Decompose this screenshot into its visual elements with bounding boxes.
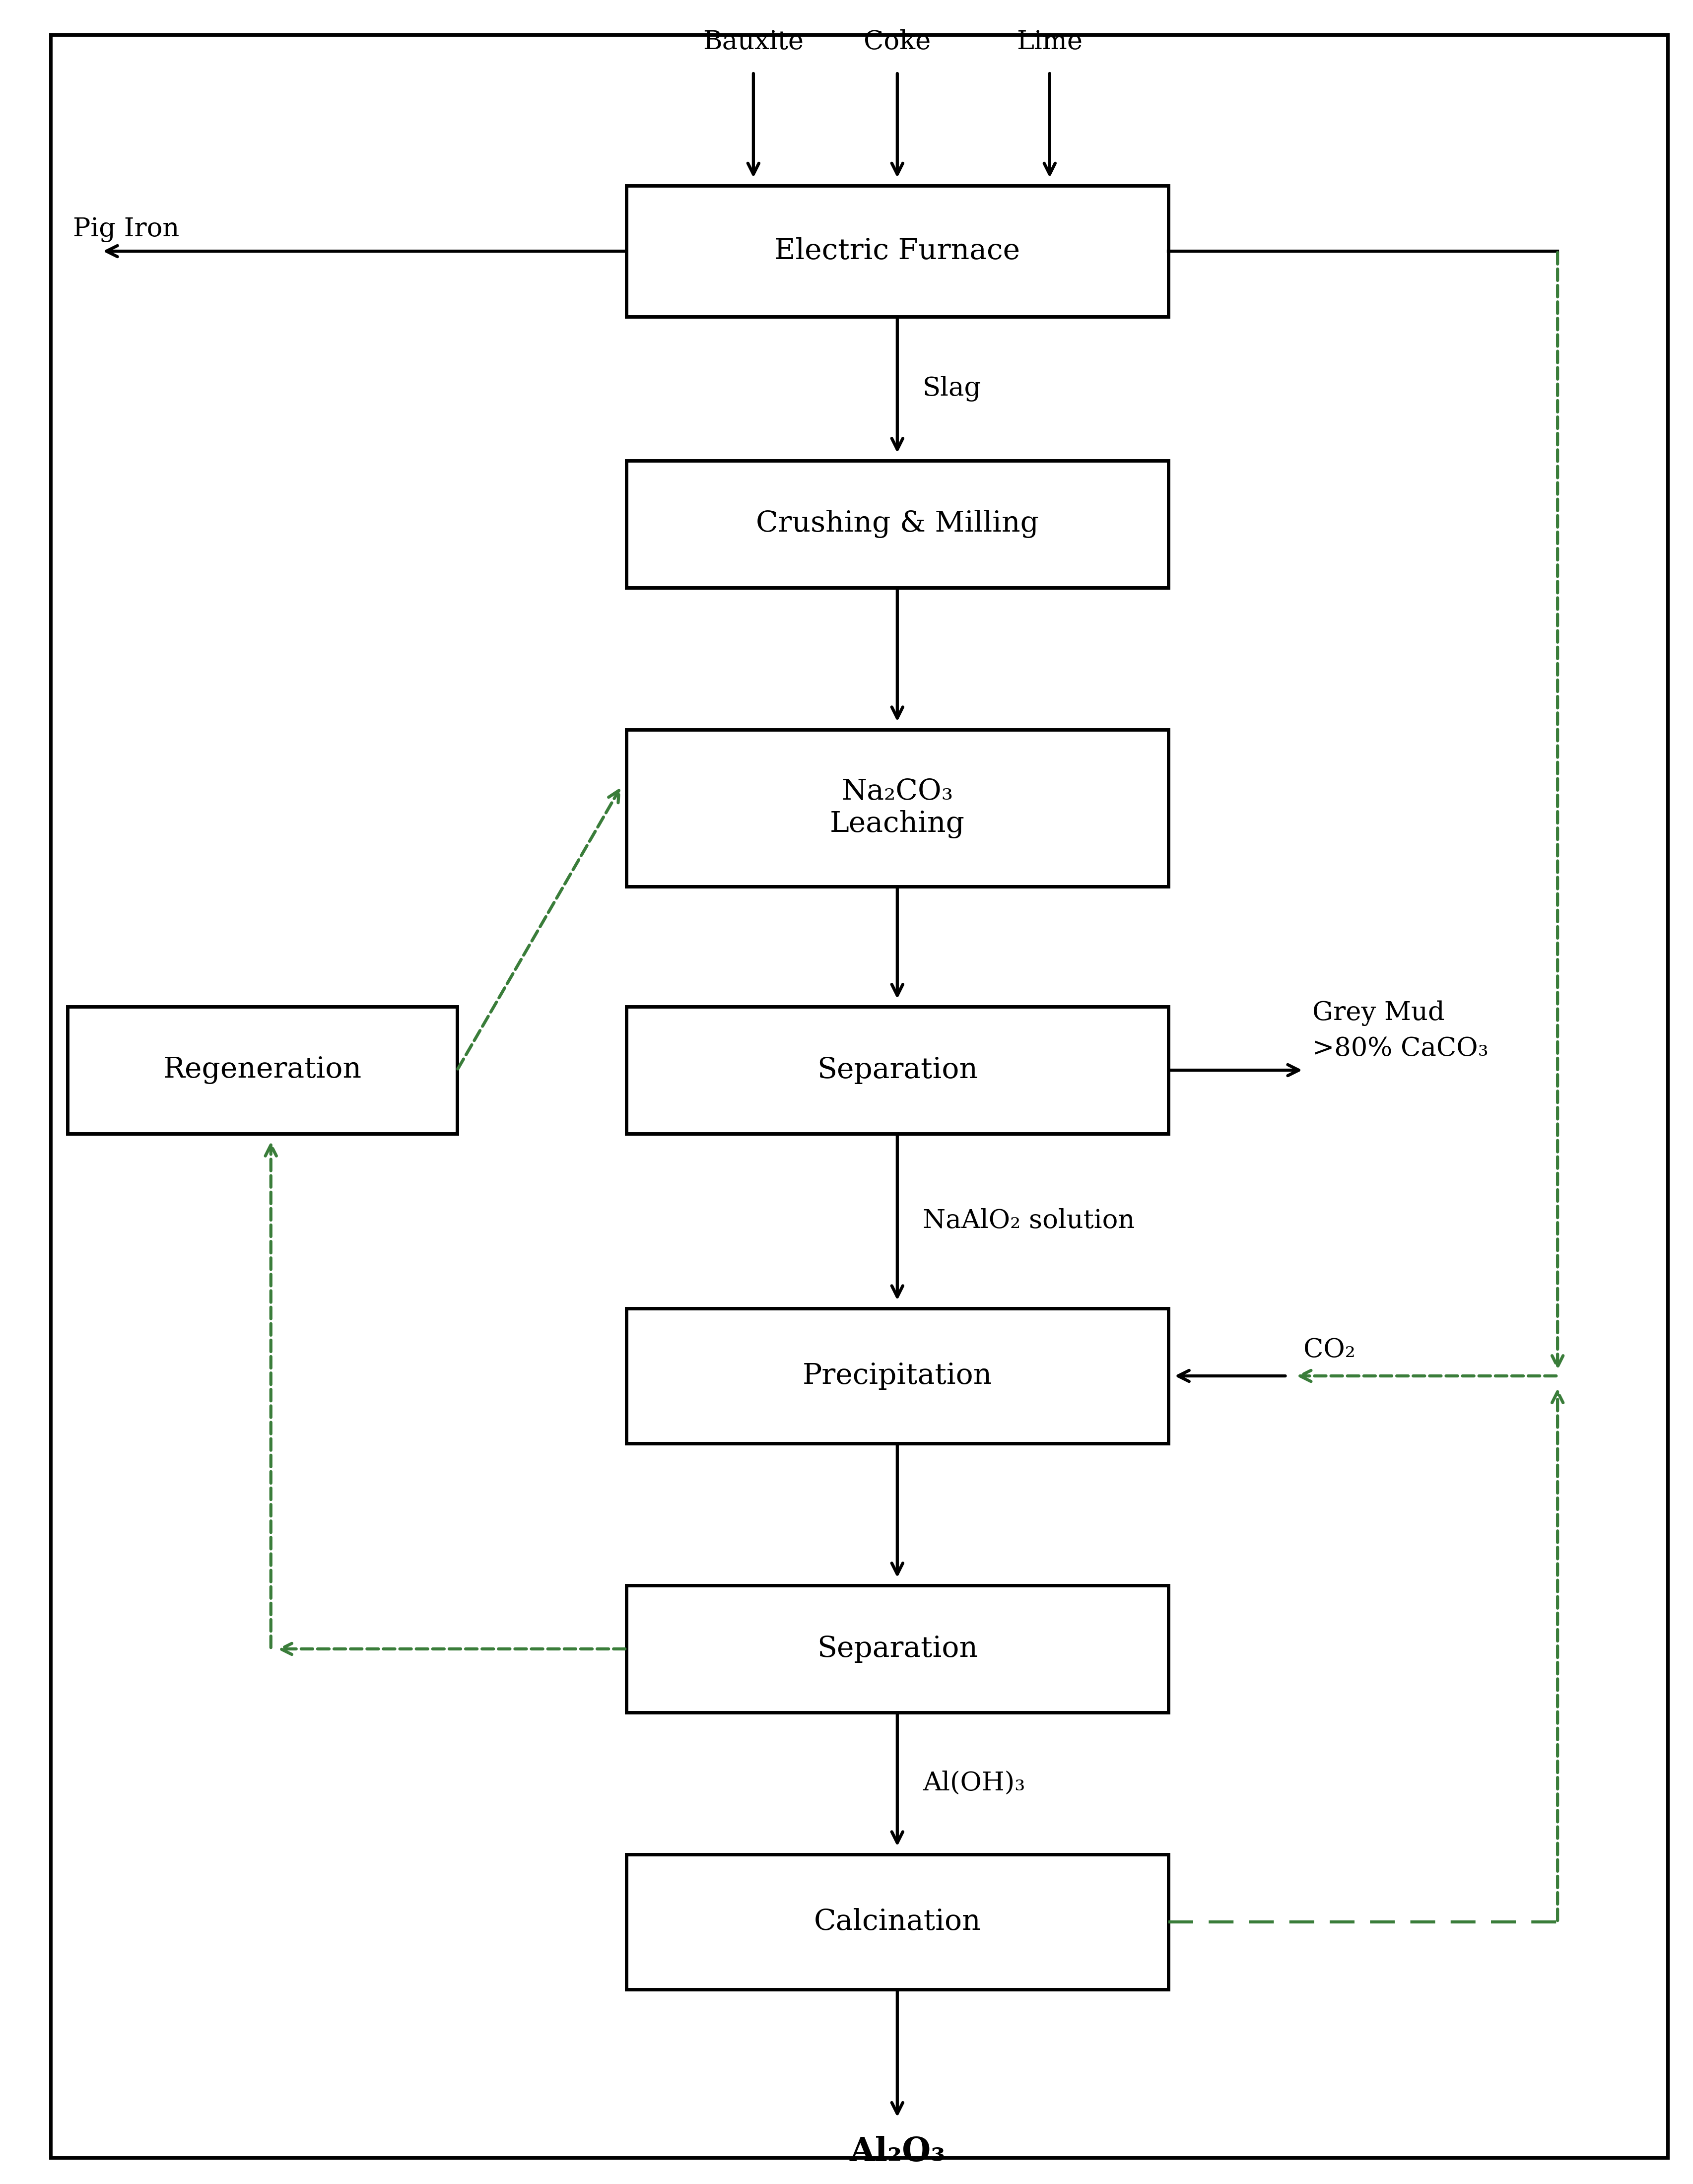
Text: Precipitation: Precipitation — [802, 1363, 992, 1389]
FancyBboxPatch shape — [626, 1854, 1168, 1990]
Text: Bauxite: Bauxite — [703, 28, 804, 55]
Text: Calcination: Calcination — [814, 1909, 980, 1935]
FancyBboxPatch shape — [626, 729, 1168, 887]
Text: Lime: Lime — [1016, 28, 1084, 55]
Text: NaAlO₂ solution: NaAlO₂ solution — [923, 1208, 1134, 1234]
Text: Na₂CO₃
Leaching: Na₂CO₃ Leaching — [830, 778, 965, 839]
Text: Coke: Coke — [863, 28, 931, 55]
FancyBboxPatch shape — [626, 1308, 1168, 1444]
FancyBboxPatch shape — [626, 1007, 1168, 1133]
FancyBboxPatch shape — [626, 461, 1168, 587]
Text: Crushing & Milling: Crushing & Milling — [755, 511, 1040, 537]
Text: Separation: Separation — [816, 1057, 979, 1083]
Text: Pig Iron: Pig Iron — [73, 216, 179, 242]
FancyBboxPatch shape — [626, 1586, 1168, 1712]
Text: Regeneration: Regeneration — [163, 1057, 362, 1083]
Text: Grey Mud
>80% CaCO₃: Grey Mud >80% CaCO₃ — [1312, 1000, 1488, 1061]
FancyBboxPatch shape — [51, 35, 1668, 2158]
Text: Slag: Slag — [923, 376, 982, 402]
Text: Al(OH)₃: Al(OH)₃ — [923, 1771, 1026, 1795]
FancyBboxPatch shape — [626, 186, 1168, 317]
Text: Separation: Separation — [816, 1636, 979, 1662]
Text: Electric Furnace: Electric Furnace — [774, 238, 1021, 264]
Text: CO₂: CO₂ — [1304, 1337, 1356, 1363]
Text: Al₂O₃: Al₂O₃ — [850, 2136, 945, 2169]
FancyBboxPatch shape — [68, 1007, 457, 1133]
